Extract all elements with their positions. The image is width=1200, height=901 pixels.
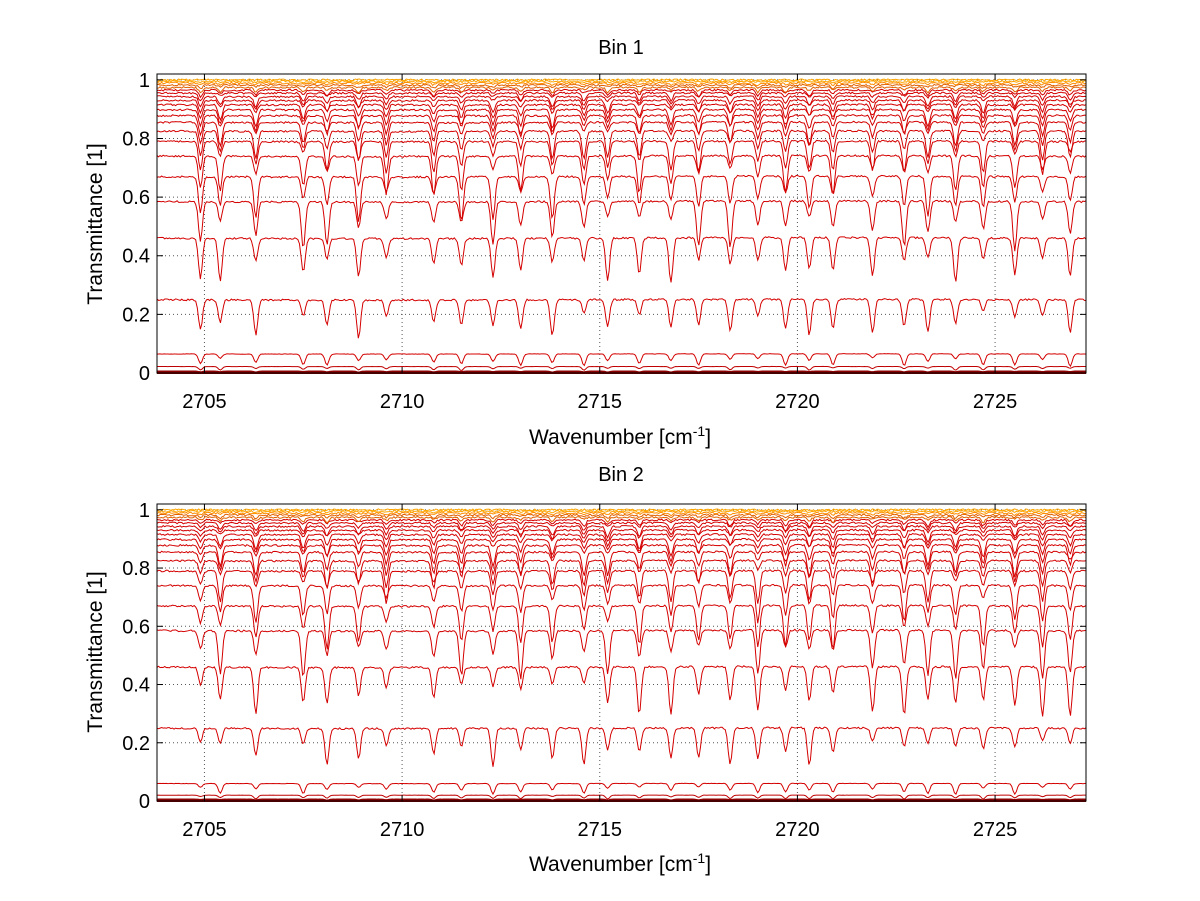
series-line — [156, 603, 1087, 650]
x-tick-label: 2710 — [380, 819, 425, 841]
y-axis-ticks: 0 0.2 0.4 0.6 0.8 1 — [122, 70, 1086, 385]
series-line — [156, 129, 1087, 161]
y-tick-label: 0.4 — [122, 675, 150, 697]
series-line — [156, 365, 1087, 371]
series-line — [156, 794, 1087, 800]
x-tick-label: 2725 — [973, 819, 1018, 841]
y-tick-label: 0.6 — [122, 616, 150, 638]
y-tick-label: 1 — [139, 70, 150, 92]
y-tick-label: 0.4 — [122, 246, 150, 268]
series-line — [156, 537, 1087, 558]
x-axis-label-main: Wavenumber [cm — [529, 853, 693, 876]
y-tick-label: 0.2 — [122, 304, 150, 326]
series-line — [156, 528, 1087, 544]
x-tick-label: 2710 — [380, 391, 425, 413]
y-tick-label: 0 — [139, 363, 150, 385]
y-tick-label: 0 — [139, 791, 150, 813]
y-axis-label: Transmittance [1] — [84, 143, 107, 304]
series-line — [156, 583, 1087, 624]
series-line — [156, 91, 1087, 103]
axes-box — [156, 503, 1087, 802]
y-tick-label: 0.8 — [122, 558, 150, 580]
series-line — [156, 726, 1087, 767]
series-line — [156, 79, 1087, 84]
series-line — [156, 508, 1087, 512]
x-axis-label-main: Wavenumber [cm — [529, 426, 693, 449]
series-line — [156, 550, 1087, 578]
x-tick-label: 2720 — [775, 391, 820, 413]
series-line — [156, 139, 1087, 175]
series-line — [156, 524, 1087, 539]
series-line — [156, 521, 1087, 534]
x-axis-ticks: 2705 2710 2715 2720 2725 — [182, 504, 1017, 841]
series-line — [156, 83, 1087, 90]
x-axis-label: Wavenumber [cm-1] — [529, 423, 711, 449]
series-line — [156, 98, 1087, 115]
x-axis-label: Wavenumber [cm-1] — [529, 850, 711, 876]
series-line — [156, 543, 1087, 569]
x-tick-label: 2715 — [578, 391, 623, 413]
x-axis-label-superscript: -1 — [693, 850, 706, 866]
chart-panel-bin-2: Bin 2 2705 2710 2715 2720 2725 0 0.2 0.4 0.6 0.8… — [84, 464, 1087, 876]
chart-title: Bin 2 — [598, 464, 644, 486]
series-group — [156, 78, 1087, 374]
chart-panel-bin-1: Bin 1 2705 2710 2715 2720 2725 0 0.2 0.4 0.6 0.8… — [84, 37, 1087, 449]
series-line — [156, 108, 1087, 131]
chart-title: Bin 1 — [598, 37, 644, 59]
axes-box — [156, 73, 1087, 374]
x-tick-label: 2715 — [578, 819, 623, 841]
series-line — [156, 95, 1087, 109]
series-line — [156, 798, 1087, 802]
y-tick-label: 0.6 — [122, 187, 150, 209]
y-axis-ticks: 0 0.2 0.4 0.6 0.8 1 — [122, 500, 1086, 813]
y-tick-label: 0.8 — [122, 128, 150, 150]
series-line — [156, 297, 1087, 339]
series-line — [156, 511, 1087, 517]
series-line — [156, 518, 1087, 529]
series-line — [156, 78, 1087, 82]
series-line — [156, 199, 1087, 252]
series-line — [156, 81, 1087, 87]
x-tick-label: 2725 — [973, 391, 1018, 413]
series-line — [156, 88, 1087, 99]
series-line — [156, 114, 1087, 139]
series-line — [156, 513, 1087, 520]
x-axis-label-end: ] — [705, 853, 711, 876]
series-line — [156, 85, 1087, 94]
x-tick-label: 2720 — [775, 819, 820, 841]
series-line — [156, 665, 1087, 717]
series-line — [156, 628, 1087, 680]
x-axis-label-end: ] — [705, 426, 711, 449]
y-tick-label: 1 — [139, 500, 150, 522]
series-line — [156, 236, 1087, 283]
x-axis-label-superscript: -1 — [693, 423, 706, 439]
x-tick-label: 2705 — [182, 819, 227, 841]
series-line — [156, 559, 1087, 590]
series-line — [156, 532, 1087, 552]
series-line — [156, 515, 1087, 524]
y-axis-label: Transmittance [1] — [84, 571, 107, 732]
series-line — [156, 370, 1086, 374]
series-line — [156, 509, 1087, 514]
series-line — [156, 120, 1087, 148]
series-line — [156, 174, 1087, 222]
series-line — [156, 154, 1087, 196]
series-line — [156, 103, 1087, 122]
series-line — [156, 782, 1087, 796]
y-tick-label: 0.2 — [122, 733, 150, 755]
x-axis-ticks: 2705 2710 2715 2720 2725 — [182, 74, 1017, 413]
series-line — [156, 353, 1087, 368]
x-tick-label: 2705 — [182, 391, 227, 413]
series-line — [156, 569, 1087, 604]
